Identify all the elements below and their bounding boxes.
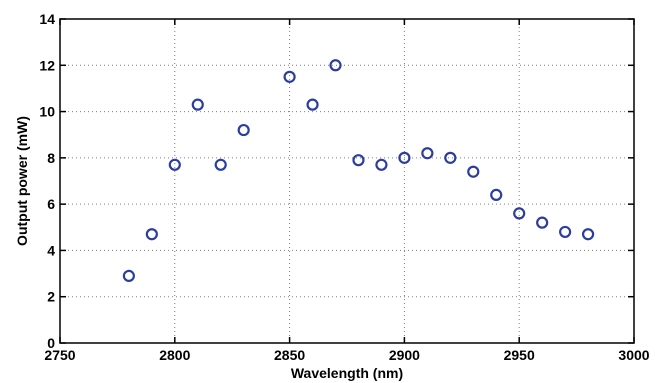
data-point [237,123,250,137]
data-point [513,207,526,220]
x-tick-label: 2900 [389,347,420,363]
x-tick-label: 2750 [44,347,75,363]
y-tick-label: 8 [47,150,55,166]
data-point [444,151,457,164]
x-tick-label: 2850 [274,347,305,363]
data-point [467,165,480,178]
data-point [559,225,572,239]
data-point [306,98,319,111]
x-axis-label: Wavelength (nm) [291,365,403,381]
y-tick-label: 14 [39,11,55,27]
data-point [191,98,204,111]
data-point [329,59,342,72]
data-point [145,228,158,241]
data-point [490,188,503,201]
y-tick-label: 4 [47,242,55,258]
plot-frame [59,18,635,344]
data-point [398,151,411,164]
y-tick-label: 6 [47,196,55,212]
data-point [283,70,296,83]
y-tick-label: 2 [47,289,55,305]
y-axis-label: Output power (mW) [14,116,30,246]
axis-ticks: 2750 2800 2850 2900 2950 3000 0 2 4 6 8 10 12 14 [39,11,649,363]
data-point [168,158,181,171]
data-point [352,154,365,167]
data-point [581,228,595,241]
y-tick-label: 10 [39,104,55,120]
x-tick-label: 3000 [618,347,649,363]
y-tick-label: 12 [39,57,55,73]
x-tick-label: 2800 [159,347,190,363]
data-point [122,269,135,282]
x-tick-label: 2950 [504,347,535,363]
data-point [375,158,388,171]
data-point [214,158,227,171]
data-points [122,59,595,282]
data-point [421,147,434,160]
y-tick-label: 0 [47,335,55,351]
data-point [536,216,549,229]
